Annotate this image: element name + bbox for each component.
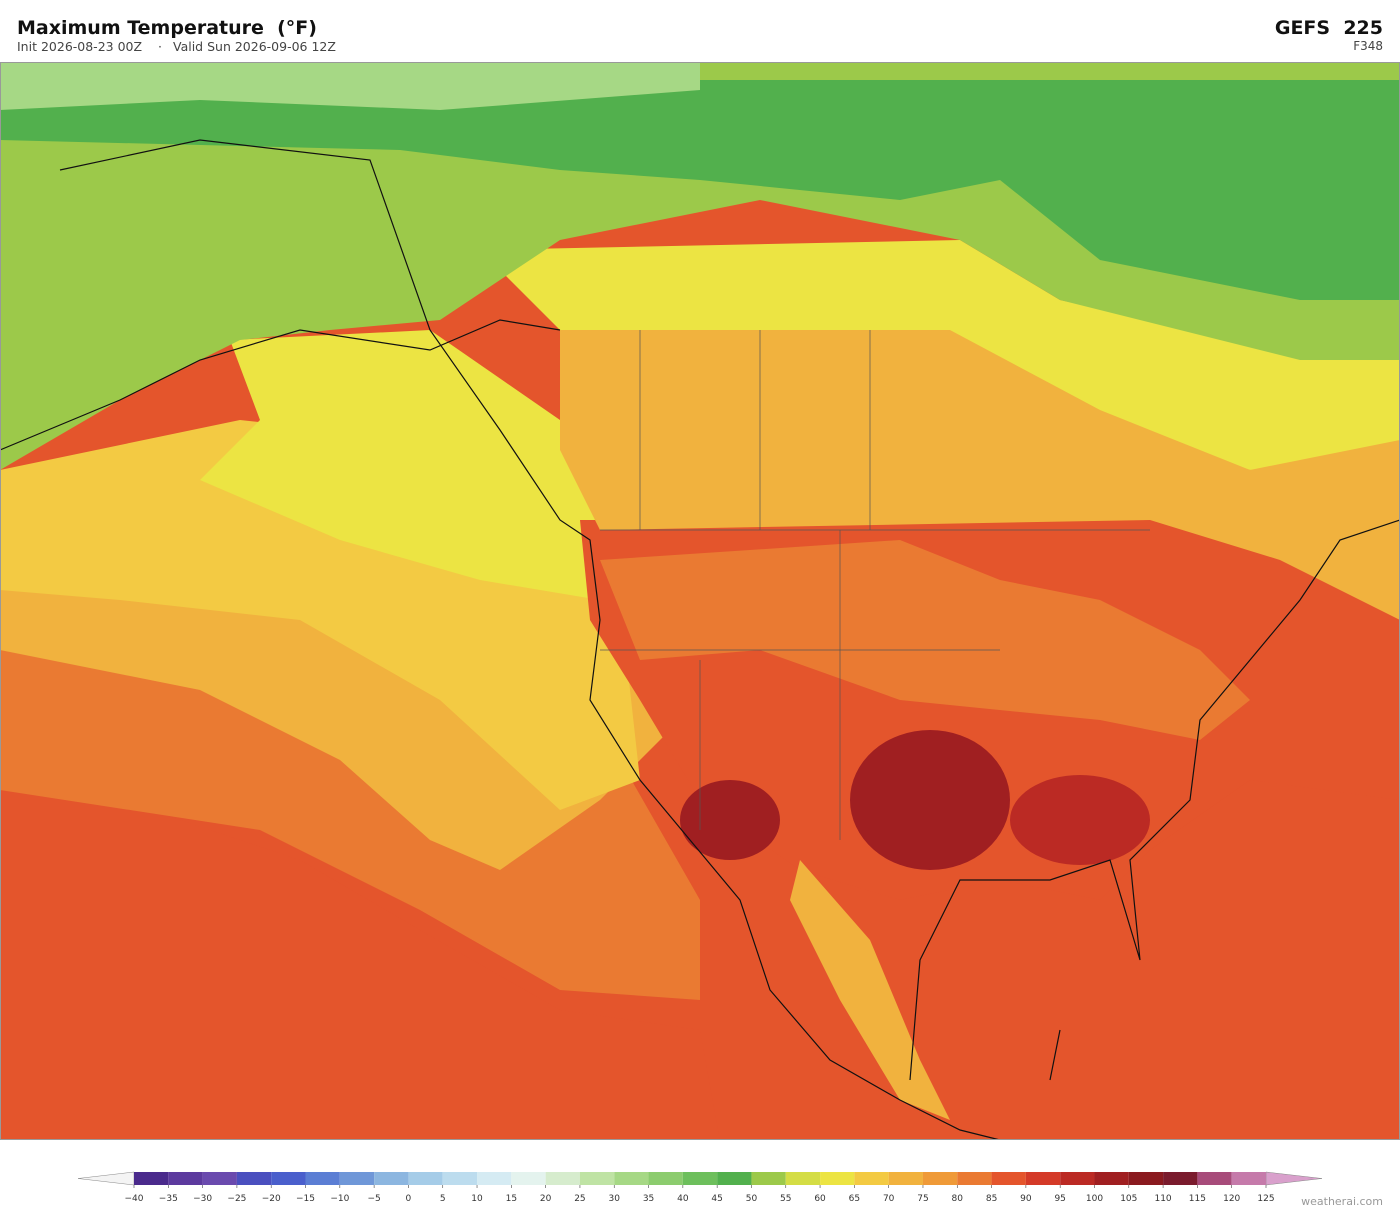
colorbar-tick-label: 45 [711,1194,722,1204]
colorbar-bin [922,1172,958,1185]
colorbar-bin [271,1172,306,1185]
colorbar-bin [751,1172,786,1185]
colorbar-bin [374,1172,409,1185]
colorbar-tick-label: 90 [1020,1194,1032,1204]
colorbar-tick-label: 55 [780,1194,791,1204]
colorbar-bin [888,1172,923,1185]
colorbar-tick-label: 60 [814,1194,826,1204]
colorbar-bin [854,1172,889,1185]
colorbar-bin [614,1172,649,1185]
colorbar-tick-label: −10 [330,1194,349,1204]
model: GEFS 225 [1275,17,1383,39]
colorbar-tick-label: 35 [643,1194,654,1204]
colorbar-bin [1231,1172,1266,1185]
colorbar-tick-label: 70 [883,1194,895,1204]
colorbar-tick-label: 15 [506,1194,517,1204]
borders [600,330,1150,840]
colorbar-bin [1128,1172,1164,1185]
temperature-field [850,730,1010,870]
colorbar-tick-label: 95 [1054,1194,1065,1204]
colorbar-bin [408,1172,443,1185]
colorbar-tick-label: 75 [917,1194,928,1204]
colorbar-bin [202,1172,237,1185]
colorbar-bin [579,1172,615,1185]
colorbar-tick-label: 125 [1257,1194,1274,1204]
colorbar-bin [682,1172,718,1185]
colorbar-bin [1025,1172,1061,1185]
colorbar-tick-label: 65 [849,1194,860,1204]
temperature-field [680,780,780,860]
valid-time: Valid Sun 2026-09-06 12Z [173,39,336,54]
colorbar-tick-label: −40 [125,1194,144,1204]
colorbar-bin [1060,1172,1095,1185]
colorbar-tick-label: 50 [746,1194,758,1204]
colorbar-tick-label: 85 [986,1194,997,1204]
colorbar-tick-label: 120 [1223,1194,1240,1204]
colorbar-bin [305,1172,340,1185]
colorbar-bin [339,1172,375,1185]
colorbar-bin [134,1172,169,1185]
colorbar-tick-label: 80 [952,1194,964,1204]
colorbar-bin [648,1172,683,1185]
colorbar-tick-label: 100 [1086,1194,1103,1204]
colorbar-tick-label: 5 [440,1194,446,1204]
separator: · [158,39,162,54]
colorbar-bin [168,1172,203,1185]
coastline [0,139,1400,1140]
colorbar-tick-label: 110 [1154,1194,1171,1204]
colorbar-bin [957,1172,992,1185]
colorbar-bin [1163,1172,1198,1185]
forecast-hour: F348 [1353,39,1383,53]
init-time: Init 2026-08-23 00Z [17,39,142,54]
colorbar-tick-label: 0 [406,1194,412,1204]
colorbar-bin [545,1172,580,1185]
temperature-field [0,80,1400,300]
colorbar-tick-label: −35 [159,1194,178,1204]
colorbar-bin [477,1172,512,1185]
colorbar-bin [820,1172,855,1185]
colorbar: −40 −35 −30 −25 −20 −15 −10 −5 0 5 10 15 20 25 30 35 40 4… [77,1171,1323,1204]
colorbar-bin [511,1172,546,1185]
colorbar-tick-label: −25 [227,1194,246,1204]
colorbar-tick-label: 30 [609,1194,621,1204]
colorbar-bin [236,1172,272,1185]
temperature-field [0,62,700,110]
temperature-field [790,860,950,1120]
colorbar-bin [442,1172,478,1185]
temperature-field [560,330,1400,620]
colorbar-tick-label: −30 [193,1194,212,1204]
colorbar-tick-label: 20 [540,1194,552,1204]
colorbar-tick-label: 115 [1189,1194,1206,1204]
title: Maximum Temperature (°F) [17,17,317,39]
temperature-field [600,540,1250,740]
temperature-field [0,640,700,1000]
colorbar-tick-label: −20 [262,1194,281,1204]
temperature-field [0,780,720,1140]
colorbar-tick-label: 10 [471,1194,483,1204]
colorbar-bin [1197,1172,1232,1185]
colorbar-tick-label: −5 [367,1194,380,1204]
colorbar-tick-label: 105 [1120,1194,1137,1204]
colorbar-tick-label: 25 [574,1194,585,1204]
map [0,62,1400,1140]
colorbar-bin [785,1172,821,1185]
colorbar-tick-label: 40 [677,1194,689,1204]
colorbar-bin [717,1172,752,1185]
temperature-field [200,330,620,600]
temperature-field [1010,775,1150,865]
watermark: weatherai.com [1301,1195,1383,1208]
colorbar-bin [1094,1172,1129,1185]
colorbar-bin [991,1172,1026,1185]
colorbar-tick-label: −15 [296,1194,315,1204]
temperature-field [480,240,1400,470]
